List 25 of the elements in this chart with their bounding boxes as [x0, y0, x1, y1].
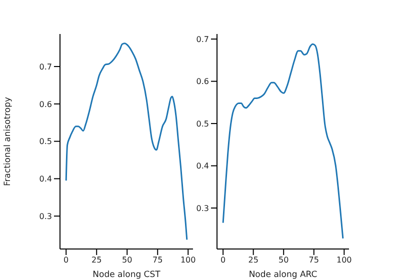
- line-series: [222, 43, 344, 240]
- y-tick-label: 0.5: [196, 119, 209, 128]
- y-tick-label: 0.3: [39, 212, 52, 221]
- x-tick-label: 25: [248, 256, 258, 265]
- y-tick-label: 0.7: [196, 34, 209, 44]
- x-tick-label: 50: [122, 256, 132, 265]
- y-tick-label: 0.6: [39, 100, 52, 109]
- x-tick-label: 75: [152, 256, 163, 265]
- y-tick-label: 0.5: [39, 137, 52, 146]
- y-tick-label: 0.4: [39, 174, 52, 184]
- line-series: [65, 42, 188, 240]
- x-axis-title: Node along CST: [92, 270, 162, 280]
- x-tick-label: 100: [180, 256, 196, 265]
- x-tick-label: 50: [278, 256, 289, 265]
- x-tick-label: 0: [64, 256, 69, 265]
- x-tick-label: 25: [92, 256, 102, 265]
- y-axis-title: Fractional anisotropy: [3, 96, 14, 186]
- x-tick-label: 0: [220, 256, 226, 265]
- x-tick-label: 100: [336, 256, 352, 265]
- y-tick-label: 0.3: [196, 204, 209, 213]
- y-tick-label: 0.4: [196, 162, 209, 171]
- x-tick-label: 75: [308, 256, 319, 265]
- y-tick-label: 0.6: [196, 77, 209, 86]
- y-tick-label: 0.7: [39, 62, 52, 72]
- x-axis-title: Node along ARC: [248, 270, 318, 280]
